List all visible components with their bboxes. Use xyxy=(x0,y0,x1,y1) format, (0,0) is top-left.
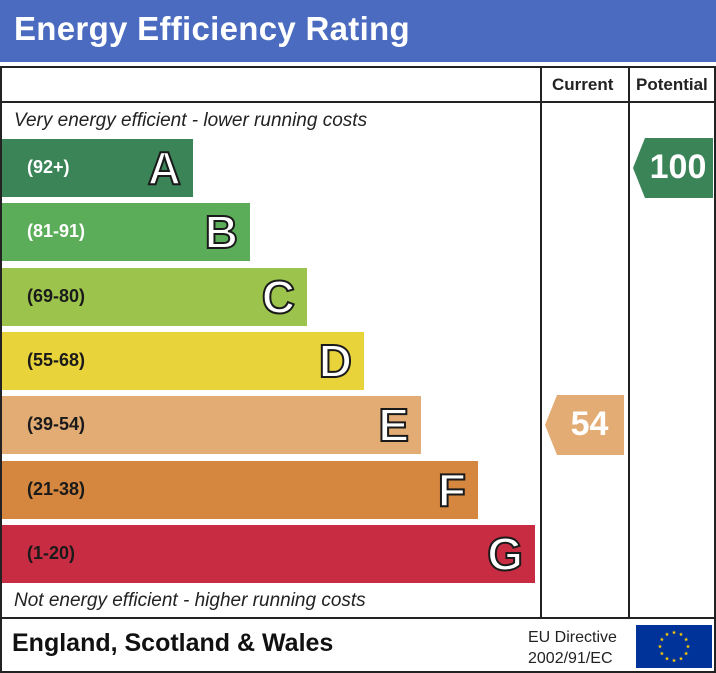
current-rating-arrow: 54 xyxy=(545,395,624,456)
eu-flag-icon xyxy=(636,625,712,668)
footer-divider xyxy=(0,617,716,619)
eu-star-icon xyxy=(678,656,684,661)
band-range-label: (21-38) xyxy=(27,478,86,499)
band-letter: F xyxy=(437,463,467,517)
band-range-label: (92+) xyxy=(27,157,70,177)
eu-star-icon xyxy=(664,656,670,661)
header-divider xyxy=(0,101,716,103)
potential-column-divider xyxy=(628,66,630,619)
band-a: (92+) A xyxy=(2,139,193,197)
potential-rating-arrow: 100 xyxy=(633,138,713,198)
band-range-label: (69-80) xyxy=(27,285,86,306)
eu-star-icon xyxy=(684,637,689,642)
eu-star-icon xyxy=(685,644,691,649)
inefficient-note: Not energy efficient - higher running co… xyxy=(14,590,366,611)
band-range-label: (39-54) xyxy=(27,414,86,435)
potential-rating-arrow-shape xyxy=(633,138,713,198)
band-letter: C xyxy=(261,270,296,324)
eu-star-icon xyxy=(657,644,663,649)
band-f: (21-38) F xyxy=(2,460,478,519)
current-rating-arrow-shape xyxy=(545,395,624,456)
eu-star-icon xyxy=(671,658,677,663)
chart-frame xyxy=(0,66,716,673)
current-column-divider xyxy=(540,66,542,619)
eu-star-icon xyxy=(678,632,684,637)
band-range-label: (1-20) xyxy=(27,542,76,563)
band-range-label: (81-91) xyxy=(27,221,86,242)
eu-directive-line2: 2002/91/EC xyxy=(528,650,613,667)
band-range-label: (55-68) xyxy=(27,349,86,370)
title-bar: Energy Efficiency Rating xyxy=(0,0,716,62)
eu-directive-line1: EU Directive xyxy=(528,629,617,646)
band-letter: B xyxy=(204,205,239,259)
band-g: (1-20) G xyxy=(2,524,535,583)
region-label: England, Scotland & Wales xyxy=(12,629,334,657)
eu-star-icon xyxy=(671,630,677,635)
band-letter: E xyxy=(377,398,410,452)
band-letter: G xyxy=(486,527,524,581)
potential-rating-arrow-value: 100 xyxy=(649,148,707,186)
efficient-note: Very energy efficient - lower running co… xyxy=(14,110,368,131)
band-letter: A xyxy=(147,141,182,195)
band-b: (81-91) B xyxy=(2,203,250,262)
band-e: (39-54) E xyxy=(2,396,421,455)
current-header: Current xyxy=(552,75,614,94)
page-title: Energy Efficiency Rating xyxy=(14,10,410,47)
eu-star-icon xyxy=(659,637,664,642)
band-letter: D xyxy=(318,334,353,388)
band-c: (69-80) C xyxy=(2,267,307,326)
potential-header: Potential xyxy=(636,75,708,94)
band-d: (55-68) D xyxy=(2,331,364,390)
eu-star-icon xyxy=(664,632,670,637)
eu-star-icon xyxy=(659,651,664,656)
current-rating-arrow-value: 54 xyxy=(570,405,609,444)
eu-directive: EU Directive 2002/91/EC xyxy=(528,627,617,669)
eu-star-icon xyxy=(684,651,689,656)
